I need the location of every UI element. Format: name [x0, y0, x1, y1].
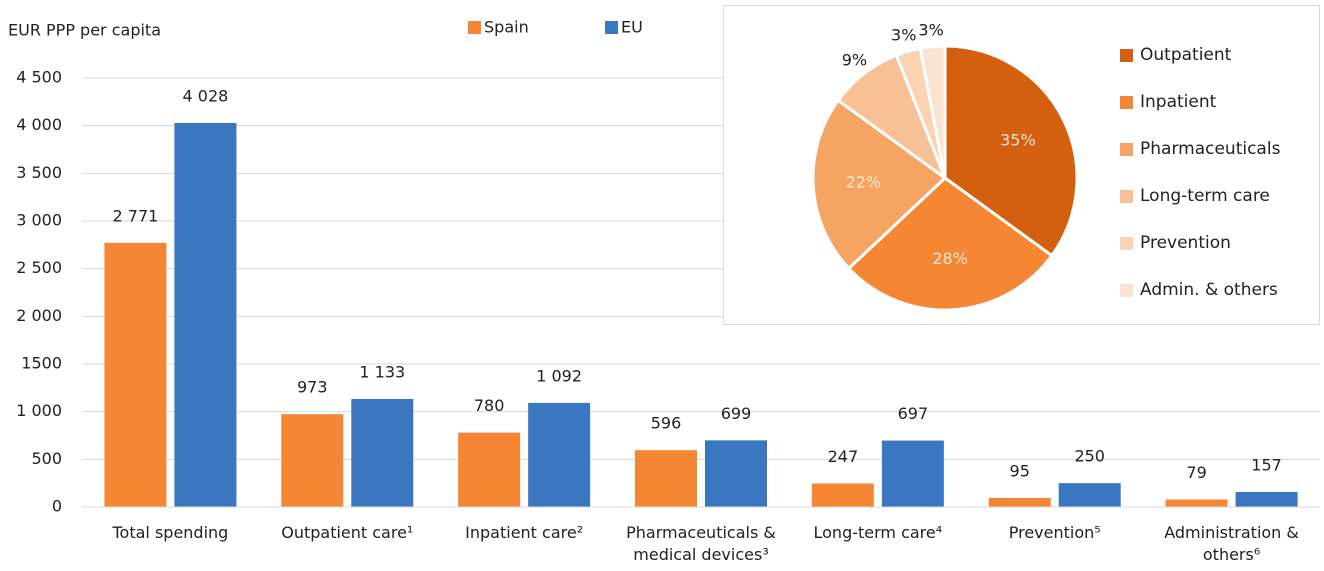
data-label: 596 — [651, 414, 682, 433]
legend-swatch — [1120, 49, 1133, 62]
data-label: 699 — [721, 404, 752, 423]
legend-label: Spain — [484, 18, 529, 37]
y-tick-label: 4 000 — [16, 115, 62, 134]
bar — [1235, 492, 1298, 507]
y-tick-label: 3 000 — [16, 211, 62, 230]
legend-label: Long-term care — [1140, 186, 1270, 206]
x-tick-label: Outpatient care¹ — [281, 523, 414, 542]
bar — [988, 497, 1051, 507]
y-tick-label: 0 — [52, 497, 62, 516]
data-label: 4 028 — [183, 86, 229, 105]
x-tick-label: Pharmaceuticals & medical devices³ — [626, 523, 776, 564]
pie-slice — [811, 98, 948, 271]
x-tick-label: Inpatient care² — [465, 523, 584, 542]
x-tick-label: Long-term care⁴ — [813, 523, 943, 542]
data-label: 28% — [932, 249, 968, 268]
bar — [351, 398, 414, 507]
pie-slice — [846, 176, 1054, 312]
legend-label: EU — [621, 18, 643, 37]
data-label: 95 — [1010, 461, 1030, 480]
legend-swatch — [605, 21, 618, 34]
bar — [281, 414, 344, 507]
legend-swatch — [1120, 190, 1133, 203]
x-tick-label: Administration & others⁶ — [1164, 523, 1299, 564]
y-tick-label: 500 — [31, 449, 62, 468]
bar — [881, 440, 944, 507]
data-label: 973 — [297, 378, 328, 397]
bar — [1058, 483, 1121, 507]
legend-swatch — [1120, 143, 1133, 156]
data-label: 697 — [898, 404, 929, 423]
data-label: 79 — [1186, 463, 1206, 482]
data-label: 247 — [828, 447, 859, 466]
pie-slice — [943, 44, 1079, 258]
y-tick-label: 4 500 — [16, 68, 62, 87]
data-label: 9% — [842, 51, 867, 70]
data-label: 22% — [846, 173, 882, 192]
bar — [1165, 499, 1228, 507]
data-label: 3% — [891, 26, 916, 45]
data-label: 35% — [1000, 130, 1036, 149]
legend-label: Pharmaceuticals — [1140, 139, 1281, 159]
bar — [635, 450, 697, 507]
bar — [104, 242, 167, 507]
legend-label: Inpatient — [1140, 92, 1217, 112]
y-tick-label: 1500 — [21, 354, 62, 373]
data-label: 250 — [1074, 447, 1105, 466]
legend-label: Prevention — [1140, 233, 1231, 253]
y-tick-label: 2 000 — [16, 306, 62, 325]
legend-label: Admin. & others — [1140, 280, 1278, 300]
y-tick-label: 3 500 — [16, 163, 62, 182]
y-tick-label: 1 000 — [16, 401, 62, 420]
bar — [458, 432, 521, 507]
y-axis-label: EUR PPP per capita — [8, 21, 161, 40]
data-label: 1 092 — [536, 366, 582, 385]
bar — [174, 122, 237, 508]
legend-swatch — [468, 21, 481, 34]
legend-swatch — [1120, 284, 1133, 297]
data-label: 780 — [474, 396, 505, 415]
legend-label: Outpatient — [1140, 45, 1232, 65]
data-label: 2 771 — [113, 206, 159, 225]
pie-slice — [918, 44, 947, 179]
data-label: 3% — [918, 20, 943, 39]
y-tick-label: 2 500 — [16, 258, 62, 277]
x-tick-label: Total spending — [112, 523, 229, 542]
bar — [705, 440, 767, 507]
data-label: 1 133 — [359, 362, 405, 381]
bar — [528, 402, 591, 507]
bar — [811, 483, 874, 507]
legend-swatch — [1120, 96, 1133, 109]
data-label: 157 — [1251, 456, 1282, 475]
legend-swatch — [1120, 237, 1133, 250]
x-tick-label: Prevention⁵ — [1008, 523, 1101, 542]
